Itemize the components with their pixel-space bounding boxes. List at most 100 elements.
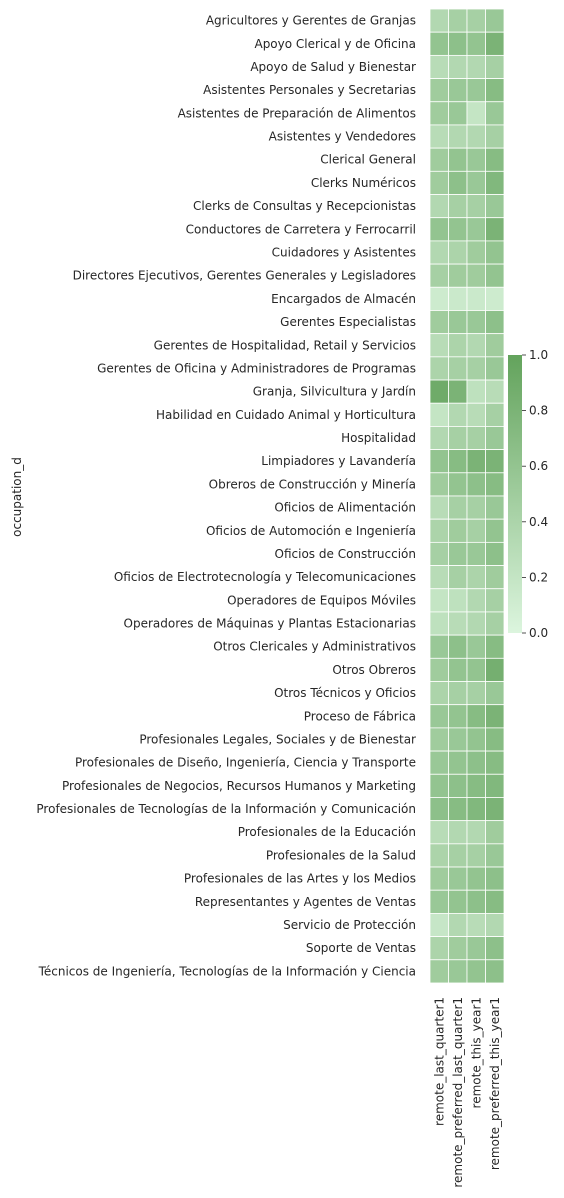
heatmap-cell (485, 773, 505, 798)
row-tick-label: Granja, Silvicultura y Jardín (253, 385, 416, 399)
heatmap-cell (448, 194, 468, 219)
row-tick-label: Operadores de Máquinas y Plantas Estacio… (124, 617, 416, 631)
colorbar: 0.0 0.2 0.4 0.6 0.8 1.0 (508, 348, 548, 640)
heatmap-cell (485, 333, 505, 358)
row-tick-label: Profesionales de la Salud (266, 848, 416, 862)
heatmap-cell (485, 78, 505, 103)
heatmap-cell (485, 472, 505, 497)
heatmap-cell (485, 426, 505, 451)
row-tick-label: Oficios de Electrotecnología y Telecomun… (114, 570, 416, 584)
heatmap-cell (466, 356, 486, 381)
heatmap-cell (429, 310, 449, 335)
heatmap-cell (429, 913, 449, 937)
heatmap-cell (448, 449, 468, 474)
heatmap-cell (429, 449, 449, 474)
row-tick-label: Habilidad en Cuidado Animal y Horticultu… (156, 408, 416, 422)
heatmap-cell (466, 194, 486, 219)
row-tick-label: Soporte de Ventas (306, 941, 416, 955)
column-tick-label: remote_preferred_last_quarter1 (451, 997, 465, 1188)
row-tick-label: Conductores de Carretera y Ferrocarril (186, 222, 416, 236)
heatmap-cell (448, 263, 468, 288)
heatmap-cell (466, 54, 486, 79)
heatmap-cell (466, 843, 486, 868)
heatmap-cell (448, 472, 468, 497)
row-tick-label: Clerks Numéricos (311, 176, 416, 190)
heatmap-cell (429, 773, 449, 798)
heatmap-cell (466, 750, 486, 775)
heatmap-cell (466, 124, 486, 149)
column-tick-label: remote_this_year1 (469, 997, 483, 1108)
heatmap-cell (485, 8, 505, 33)
row-tick-label: Hospitalidad (341, 431, 416, 445)
heatmap-cell (429, 78, 449, 103)
row-tick-label: Profesionales de la Educación (238, 825, 416, 839)
heatmap-cell (429, 565, 449, 590)
heatmap-cell (448, 286, 468, 311)
column-tick-label: remote_last_quarter1 (432, 997, 446, 1126)
heatmap-cell (466, 797, 486, 822)
heatmap-cell (485, 866, 505, 891)
colorbar-tick-label: 0.4 (529, 515, 548, 529)
heatmap-cell (429, 820, 449, 845)
y-axis-title: occupation_d (10, 457, 24, 537)
heatmap-cell (429, 866, 449, 891)
heatmap-cell (466, 8, 486, 33)
heatmap-cell (448, 240, 468, 265)
heatmap-cell (466, 773, 486, 798)
heatmap-cell (448, 78, 468, 103)
heatmap-cell (448, 588, 468, 613)
heatmap-cell (448, 8, 468, 33)
heatmap-cell (485, 449, 505, 474)
heatmap-cell (466, 657, 486, 682)
heatmap-cell (429, 472, 449, 497)
heatmap-cell (466, 889, 486, 914)
row-tick-label: Profesionales de Diseño, Ingeniería, Cie… (75, 756, 416, 770)
row-tick-label: Oficios de Automoción e Ingeniería (206, 524, 416, 538)
heatmap-cell (448, 333, 468, 358)
colorbar-gradient (508, 355, 522, 633)
heatmap-cell (429, 889, 449, 914)
heatmap-cell (429, 170, 449, 195)
heatmap-cell (485, 495, 505, 520)
heatmap-cell (448, 843, 468, 868)
row-tick-label: Limpiadores y Lavandería (261, 454, 416, 468)
heatmap-cell (485, 936, 505, 961)
heatmap-cell (429, 263, 449, 288)
heatmap-cell (429, 240, 449, 265)
row-tick-label: Profesionales de Tecnologías de la Infor… (36, 802, 416, 816)
row-tick-labels: Agricultores y Gerentes de Granjas Apoyo … (36, 14, 416, 979)
heatmap-cell (448, 750, 468, 775)
heatmap-cell (429, 588, 449, 613)
heatmap-cell (466, 310, 486, 335)
heatmap-cell (429, 147, 449, 172)
column-tick-label: remote_preferred_this_year1 (488, 997, 502, 1170)
row-tick-label: Clerical General (320, 153, 416, 167)
heatmap-cell (448, 913, 468, 937)
heatmap-cell (485, 704, 505, 729)
heatmap-cell (485, 959, 505, 984)
row-tick-label: Gerentes de Hospitalidad, Retail y Servi… (154, 338, 416, 352)
heatmap-cell (466, 565, 486, 590)
heatmap-cell (485, 681, 505, 706)
colorbar-tick-label: 0.2 (529, 570, 548, 584)
heatmap-cell (485, 727, 505, 752)
heatmap-cell (466, 101, 486, 126)
heatmap-cell (429, 54, 449, 79)
row-tick-label: Apoyo Clerical y de Oficina (254, 37, 416, 51)
heatmap-cell (448, 124, 468, 149)
heatmap-cell (429, 124, 449, 149)
heatmap-cell (466, 379, 486, 404)
heatmap-cell (485, 54, 505, 79)
row-tick-label: Otros Técnicos y Oficios (274, 686, 416, 700)
heatmap-cell (448, 727, 468, 752)
heatmap-cell (448, 657, 468, 682)
heatmap-cell (448, 959, 468, 984)
heatmap-cell (485, 820, 505, 845)
heatmap-cell (485, 31, 505, 56)
heatmap-cell (466, 681, 486, 706)
heatmap-cell (429, 704, 449, 729)
heatmap-cell (448, 495, 468, 520)
row-tick-label: Técnicos de Ingeniería, Tecnologías de l… (38, 964, 416, 978)
heatmap-cell (485, 402, 505, 427)
heatmap-cell (448, 147, 468, 172)
